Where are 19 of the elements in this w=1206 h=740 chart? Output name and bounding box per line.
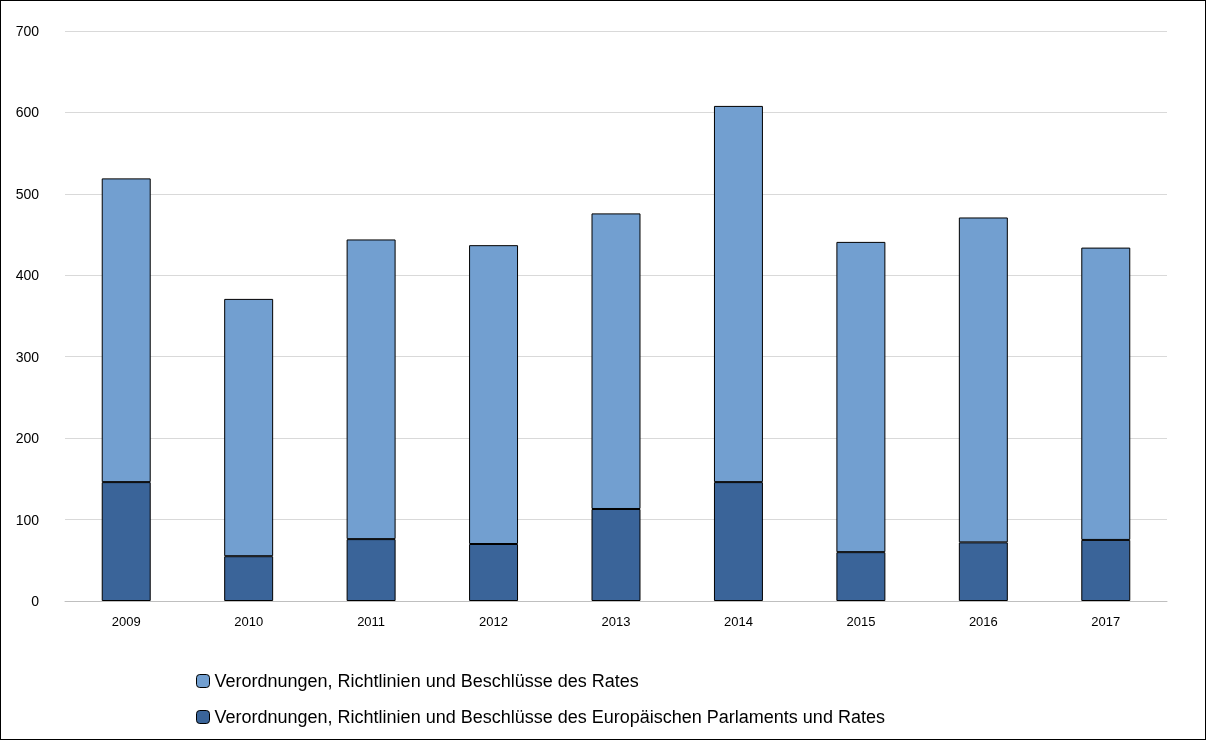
x-tick-label: 2016 (968, 614, 998, 629)
y-tick-label: 700 (15, 23, 40, 39)
y-tick-label: 500 (15, 185, 40, 202)
y-tick-label: 200 (15, 430, 40, 447)
y-tick-label: 300 (15, 348, 40, 365)
legend-label: Verordnungen, Richtlinien und Beschlüsse des Rates (214, 671, 639, 691)
x-tick-label: 2012 (479, 614, 509, 629)
y-tick-label: 100 (15, 511, 40, 528)
x-tick-label: 2013 (601, 614, 631, 629)
legend-label: Verordnungen, Richtlinien und Beschlüsse des Europäischen Parlaments und Rates (214, 707, 885, 727)
y-tick-label: 0 (31, 593, 40, 609)
x-tick-label: 2009 (111, 614, 141, 629)
x-tick-label: 2010 (234, 614, 264, 629)
y-tick-label: 400 (15, 267, 40, 284)
y-tick-label: 600 (15, 104, 40, 121)
x-tick-label: 2011 (357, 614, 386, 629)
x-tick-label: 2014 (723, 614, 753, 629)
x-tick-label: 2015 (846, 614, 876, 629)
x-tick-label: 2017 (1091, 614, 1121, 629)
